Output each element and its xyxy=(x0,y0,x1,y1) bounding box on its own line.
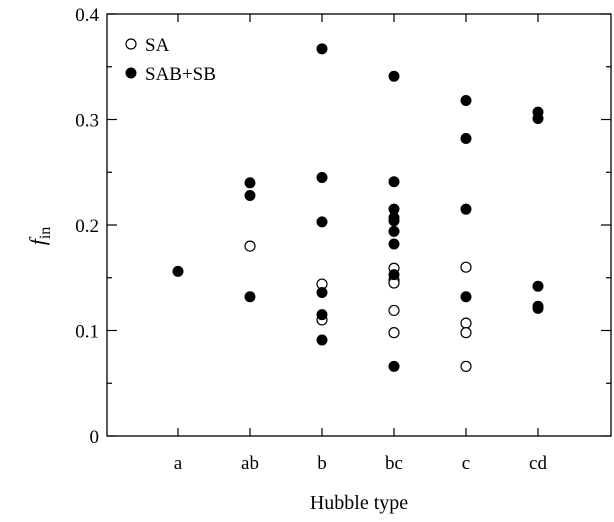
point-sab-sb xyxy=(460,95,472,107)
point-sab-sb xyxy=(388,238,400,250)
point-sa xyxy=(388,327,400,339)
legend: SA SAB+SB xyxy=(125,35,216,85)
y-axis-title: fin xyxy=(25,227,54,246)
x-tick-label: ab xyxy=(241,453,259,474)
point-sab-sb xyxy=(316,43,328,55)
data-markers xyxy=(172,43,544,372)
legend-label-sab-sb: SAB+SB xyxy=(145,64,216,85)
point-sab-sb xyxy=(316,172,328,184)
point-sa xyxy=(460,360,472,372)
y-tick-label: 0.3 xyxy=(75,111,99,132)
point-sa xyxy=(244,240,256,252)
x-tick-label: a xyxy=(174,453,183,474)
point-sab-sb xyxy=(388,225,400,237)
point-sab-sb xyxy=(316,287,328,299)
x-tick-label: cd xyxy=(529,453,547,474)
x-tick-label: bc xyxy=(385,453,403,474)
x-axis-title: Hubble type xyxy=(310,492,408,514)
x-tick-label: b xyxy=(317,453,327,474)
point-sa xyxy=(460,327,472,339)
legend-marker-sab-sb xyxy=(125,67,137,79)
point-sab-sb xyxy=(532,302,544,314)
axis-ticks xyxy=(107,13,611,437)
point-sab-sb xyxy=(316,216,328,228)
y-tick-label: 0.1 xyxy=(75,322,99,343)
x-tick-label: c xyxy=(462,453,470,474)
point-sab-sb xyxy=(388,269,400,281)
point-sa xyxy=(388,304,400,317)
y-tick-label: 0 xyxy=(90,427,100,448)
point-sab-sb xyxy=(172,265,184,277)
point-sab-sb xyxy=(316,334,328,346)
axis-tick-labels: 0 0.1 0.2 0.3 0.4 a ab b bc c cd xyxy=(75,5,547,474)
legend-label-sa: SA xyxy=(145,35,170,56)
y-tick-label: 0.4 xyxy=(75,5,99,26)
point-sab-sb xyxy=(316,309,328,321)
point-sab-sb xyxy=(388,360,400,372)
point-sa xyxy=(460,261,472,273)
point-sab-sb xyxy=(388,70,400,82)
y-axis-title-subscript: in xyxy=(37,227,54,239)
y-tick-label: 0.2 xyxy=(75,216,99,237)
point-sab-sb xyxy=(460,132,472,144)
point-sab-sb xyxy=(388,176,400,188)
point-sab-sb xyxy=(532,280,544,292)
point-sab-sb xyxy=(388,215,400,227)
point-sab-sb xyxy=(460,291,472,303)
point-sab-sb xyxy=(244,177,256,189)
point-sab-sb xyxy=(244,291,256,303)
point-sab-sb xyxy=(532,112,544,124)
y-axis-title-main: f xyxy=(25,236,50,245)
point-sa xyxy=(460,317,472,329)
legend-marker-sa xyxy=(125,38,137,50)
point-sab-sb xyxy=(244,189,256,201)
point-sab-sb xyxy=(460,203,472,215)
